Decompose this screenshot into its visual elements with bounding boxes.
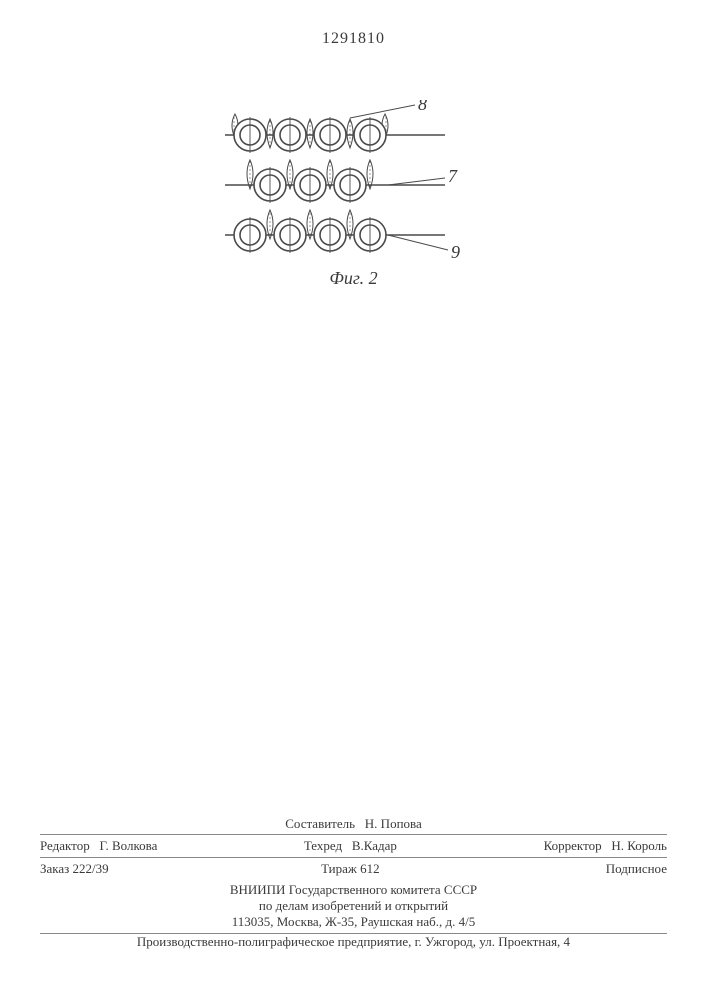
corrector-label: Корректор: [544, 838, 602, 853]
circulation: Тираж 612: [247, 861, 454, 877]
editor-label: Редактор: [40, 838, 90, 853]
footer-block: Составитель Н. Попова Редактор Г. Волков…: [40, 816, 667, 934]
page: 1291810: [0, 0, 707, 1000]
tube-row-2: [234, 210, 386, 253]
org-line1: ВНИИПИ Государственного комитета СССР: [40, 880, 667, 898]
org-line3: 113035, Москва, Ж-35, Раушская наб., д. …: [40, 914, 667, 934]
document-number: 1291810: [0, 30, 707, 48]
order-number: Заказ 222/39: [40, 861, 247, 877]
figure-2: 8 7 9: [220, 100, 480, 285]
compiler-name: Н. Попова: [365, 816, 422, 831]
figure-label-8: 8: [418, 100, 427, 114]
subscription: Подписное: [454, 861, 667, 877]
techred-name: В.Кадар: [352, 838, 397, 853]
corrector-name: Н. Король: [611, 838, 667, 853]
editor-name: Г. Волкова: [99, 838, 157, 853]
figure-label-9: 9: [451, 242, 460, 262]
printer-line: Производственно-полиграфическое предприя…: [40, 934, 667, 950]
techred-label: Техред: [304, 838, 342, 853]
tube-row-1: [247, 160, 373, 203]
org-line2: по делам изобретений и открытий: [40, 898, 667, 914]
figure-svg: 8 7 9: [220, 100, 480, 280]
figure-caption: Фиг. 2: [0, 268, 707, 289]
credits-row: Редактор Г. Волкова Техред В.Кадар Корре…: [40, 834, 667, 857]
tube-row-0: [232, 114, 388, 153]
figure-label-7: 7: [448, 166, 458, 186]
order-row: Заказ 222/39 Тираж 612 Подписное: [40, 857, 667, 880]
compiler-label: Составитель: [285, 816, 355, 831]
